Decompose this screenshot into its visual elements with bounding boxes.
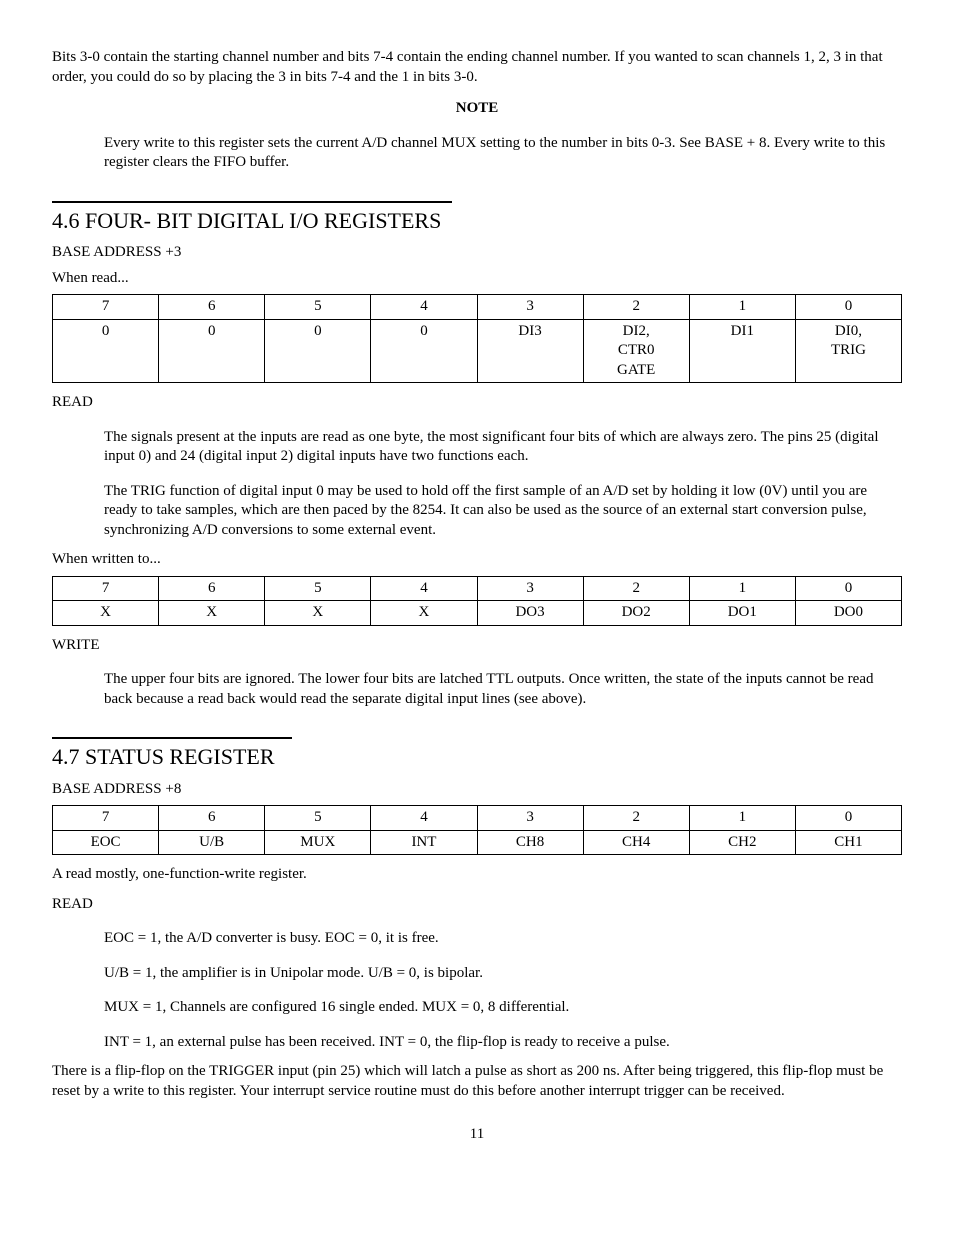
bit-col-5: 5 <box>265 806 371 831</box>
bit-col-6: 6 <box>159 576 265 601</box>
note-body: Every write to this register sets the cu… <box>104 134 902 173</box>
bit-col-5: 5 <box>265 295 371 320</box>
bit-col-1: 1 <box>689 295 795 320</box>
read-cell-0-line1: TRIG <box>800 341 897 361</box>
read-cell-2: DI2, CTR0 GATE <box>583 319 689 383</box>
status-cell-7: EOC <box>53 830 159 855</box>
bit-col-1: 1 <box>689 806 795 831</box>
bit-col-2: 2 <box>583 295 689 320</box>
read-paragraph-2: The TRIG function of digital input 0 may… <box>104 482 902 541</box>
read-cell-3: DI3 <box>477 319 583 383</box>
section-46-when-written: When written to... <box>52 550 902 570</box>
read-cell-5: 0 <box>265 319 371 383</box>
read-cell-2-line0: DI2, <box>588 322 685 342</box>
bit-col-2: 2 <box>583 576 689 601</box>
table-status-data-row: EOC U/B MUX INT CH8 CH4 CH2 CH1 <box>53 830 902 855</box>
bit-col-3: 3 <box>477 295 583 320</box>
write-cell-2: DO2 <box>583 601 689 626</box>
note-heading: NOTE <box>52 99 902 119</box>
write-cell-1: DO1 <box>689 601 795 626</box>
read-cell-4: 0 <box>371 319 477 383</box>
status-read-3: MUX = 1, Channels are configured 16 sing… <box>104 998 902 1018</box>
section-rule-46 <box>52 201 452 203</box>
section-rule-47 <box>52 737 292 739</box>
section-46-base: BASE ADDRESS +3 <box>52 243 902 263</box>
status-cell-2: CH4 <box>583 830 689 855</box>
status-tail: There is a flip-flop on the TRIGGER inpu… <box>52 1062 902 1101</box>
table-write-header-row: 7 6 5 4 3 2 1 0 <box>53 576 902 601</box>
write-cell-7: X <box>53 601 159 626</box>
write-cell-0: DO0 <box>795 601 901 626</box>
status-read-4: INT = 1, an external pulse has been rece… <box>104 1033 902 1053</box>
bit-col-7: 7 <box>53 576 159 601</box>
bit-col-3: 3 <box>477 806 583 831</box>
bit-col-4: 4 <box>371 295 477 320</box>
page-number: 11 <box>52 1125 902 1145</box>
status-intro: A read mostly, one-function-write regist… <box>52 865 902 885</box>
table-read-header-row: 7 6 5 4 3 2 1 0 <box>53 295 902 320</box>
write-cell-4: X <box>371 601 477 626</box>
read-label: READ <box>52 393 902 413</box>
section-47-title: 4.7 STATUS REGISTER <box>52 743 902 772</box>
read-cell-1: DI1 <box>689 319 795 383</box>
section-46-when-read: When read... <box>52 269 902 289</box>
table-read-data-row: 0 0 0 0 DI3 DI2, CTR0 GATE DI1 DI0, TRIG <box>53 319 902 383</box>
bit-col-0: 0 <box>795 295 901 320</box>
status-cell-0: CH1 <box>795 830 901 855</box>
bit-col-6: 6 <box>159 295 265 320</box>
bit-col-1: 1 <box>689 576 795 601</box>
section-47-base: BASE ADDRESS +8 <box>52 780 902 800</box>
bit-col-7: 7 <box>53 295 159 320</box>
bit-col-4: 4 <box>371 576 477 601</box>
status-cell-4: INT <box>371 830 477 855</box>
table-status: 7 6 5 4 3 2 1 0 EOC U/B MUX INT CH8 CH4 … <box>52 805 902 855</box>
status-read-label: READ <box>52 895 902 915</box>
section-46-title: 4.6 FOUR- BIT DIGITAL I/O REGISTERS <box>52 207 902 236</box>
read-cell-2-line2: GATE <box>588 361 685 381</box>
write-cell-3: DO3 <box>477 601 583 626</box>
table-write: 7 6 5 4 3 2 1 0 X X X X DO3 DO2 DO1 DO0 <box>52 576 902 626</box>
write-cell-6: X <box>159 601 265 626</box>
read-paragraph-1: The signals present at the inputs are re… <box>104 428 902 467</box>
bit-col-5: 5 <box>265 576 371 601</box>
status-cell-1: CH2 <box>689 830 795 855</box>
bit-col-3: 3 <box>477 576 583 601</box>
status-cell-5: MUX <box>265 830 371 855</box>
status-read-2: U/B = 1, the amplifier is in Unipolar mo… <box>104 964 902 984</box>
intro-paragraph: Bits 3-0 contain the starting channel nu… <box>52 48 902 87</box>
read-cell-2-line1: CTR0 <box>588 341 685 361</box>
read-cell-7: 0 <box>53 319 159 383</box>
bit-col-6: 6 <box>159 806 265 831</box>
table-read: 7 6 5 4 3 2 1 0 0 0 0 0 DI3 DI2, CTR0 GA… <box>52 294 902 383</box>
status-cell-3: CH8 <box>477 830 583 855</box>
status-cell-6: U/B <box>159 830 265 855</box>
bit-col-4: 4 <box>371 806 477 831</box>
read-cell-0-line0: DI0, <box>800 322 897 342</box>
table-status-header-row: 7 6 5 4 3 2 1 0 <box>53 806 902 831</box>
status-read-1: EOC = 1, the A/D converter is busy. EOC … <box>104 929 902 949</box>
bit-col-0: 0 <box>795 806 901 831</box>
write-label: WRITE <box>52 636 902 656</box>
write-cell-5: X <box>265 601 371 626</box>
write-paragraph-1: The upper four bits are ignored. The low… <box>104 670 902 709</box>
bit-col-7: 7 <box>53 806 159 831</box>
table-write-data-row: X X X X DO3 DO2 DO1 DO0 <box>53 601 902 626</box>
bit-col-2: 2 <box>583 806 689 831</box>
bit-col-0: 0 <box>795 576 901 601</box>
read-cell-0: DI0, TRIG <box>795 319 901 383</box>
read-cell-6: 0 <box>159 319 265 383</box>
